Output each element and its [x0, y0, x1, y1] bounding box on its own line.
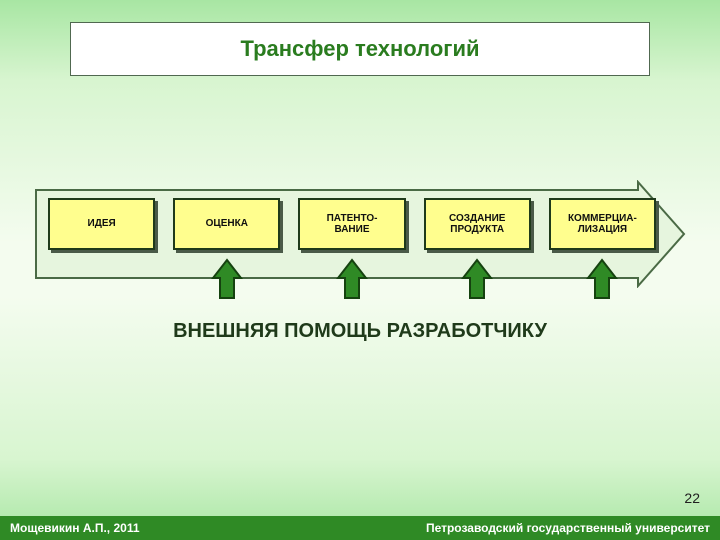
footer-left: Мощевикин А.П., 2011: [10, 521, 140, 535]
up-arrow-slot: [173, 258, 280, 306]
stage-label: ИДЕЯ: [88, 218, 116, 230]
stage-box: СОЗДАНИЕ ПРОДУКТА: [424, 198, 531, 250]
stage-box: ПАТЕНТО- ВАНИЕ: [298, 198, 405, 250]
stage-label: КОММЕРЦИА- ЛИЗАЦИЯ: [568, 213, 637, 236]
page-number: 22: [684, 490, 700, 506]
stage-label: СОЗДАНИЕ ПРОДУКТА: [449, 213, 505, 236]
up-arrow-icon: [586, 258, 618, 300]
stage-box: КОММЕРЦИА- ЛИЗАЦИЯ: [549, 198, 656, 250]
help-text: ВНЕШНЯЯ ПОМОЩЬ РАЗРАБОТЧИКУ: [173, 320, 547, 342]
stage-box: ИДЕЯ: [48, 198, 155, 250]
footer-bar: Мощевикин А.П., 2011 Петрозаводский госу…: [0, 516, 720, 540]
stage-label: ПАТЕНТО- ВАНИЕ: [327, 213, 378, 236]
stage-label: ОЦЕНКА: [206, 218, 248, 230]
footer-right: Петрозаводский государственный университ…: [426, 521, 710, 535]
stage-box: ОЦЕНКА: [173, 198, 280, 250]
up-arrow-slot: [424, 258, 531, 306]
up-arrow-slot: [298, 258, 405, 306]
help-text-line: ВНЕШНЯЯ ПОМОЩЬ РАЗРАБОТЧИКУ: [0, 320, 720, 343]
up-arrows-row: [34, 258, 670, 306]
up-arrow-icon: [336, 258, 368, 300]
up-arrow-icon: [461, 258, 493, 300]
up-arrow-slot: [549, 258, 656, 306]
up-arrow-slot: [48, 258, 155, 306]
title-text: Трансфер технологий: [240, 36, 479, 62]
title-bar: Трансфер технологий: [70, 22, 650, 76]
up-arrow-icon: [211, 258, 243, 300]
